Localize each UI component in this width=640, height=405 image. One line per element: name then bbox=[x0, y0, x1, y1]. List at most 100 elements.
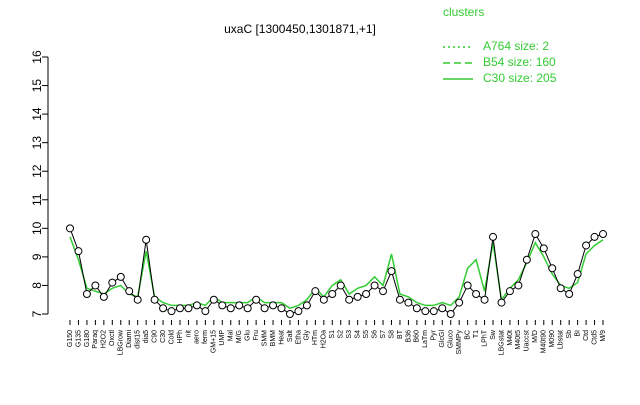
x-tick-label: GM+15 bbox=[211, 330, 218, 353]
x-tick-label: C90 bbox=[151, 330, 158, 343]
x-tick-label: S6 bbox=[371, 330, 378, 339]
y-tick-label: 15 bbox=[30, 79, 44, 93]
x-tick-label: B60 bbox=[414, 330, 421, 343]
x-tick-label: S5 bbox=[363, 330, 370, 339]
y-tick-label: 14 bbox=[30, 107, 44, 121]
x-tick-label: Diami bbox=[126, 330, 133, 348]
x-tick-label: Pyr bbox=[431, 329, 438, 340]
data-point bbox=[599, 230, 607, 239]
y-tick-label: 10 bbox=[30, 221, 44, 235]
data-point bbox=[489, 232, 498, 241]
y-tick-label: 16 bbox=[30, 50, 44, 64]
data-point bbox=[218, 301, 227, 310]
data-point bbox=[412, 304, 421, 313]
data-point bbox=[116, 272, 125, 281]
data-point bbox=[531, 230, 540, 239]
x-tick-label: Salt bbox=[287, 330, 294, 342]
legend-title: clusters bbox=[443, 5, 484, 19]
data-point bbox=[438, 304, 447, 313]
x-tick-label: UMP bbox=[219, 330, 226, 346]
data-point bbox=[269, 301, 278, 310]
x-tick-label: M40t5 bbox=[515, 330, 522, 350]
data-point bbox=[582, 241, 591, 250]
x-tick-label: HPh bbox=[177, 330, 184, 344]
x-tick-label: S4 bbox=[354, 330, 361, 339]
x-tick-label: dist15 bbox=[135, 330, 142, 349]
data-point bbox=[260, 304, 269, 313]
x-tick-label: G150 bbox=[67, 330, 74, 347]
data-point bbox=[370, 281, 379, 290]
x-tick-label: S1 bbox=[329, 330, 336, 339]
data-point bbox=[167, 307, 176, 316]
x-tick-label: Paraq bbox=[92, 330, 99, 349]
y-tick-label: 13 bbox=[30, 136, 44, 150]
x-tick-label: M/G bbox=[236, 330, 243, 343]
data-point bbox=[497, 298, 506, 307]
gene-line bbox=[69, 228, 604, 315]
y-tick-label: 11 bbox=[30, 193, 44, 206]
x-tick-label: Sb bbox=[566, 330, 573, 339]
x-tick-label: BC bbox=[464, 330, 471, 340]
data-point bbox=[311, 287, 320, 296]
x-tick-label: H2O2 bbox=[101, 330, 108, 348]
x-tick-label: LPhT bbox=[481, 329, 488, 346]
legend-label: B54 size: 160 bbox=[483, 55, 556, 69]
x-tick-label: S3 bbox=[346, 330, 353, 339]
data-point bbox=[99, 292, 108, 301]
x-tick-label: G180 bbox=[84, 330, 91, 347]
x-tick-label: aero bbox=[194, 330, 201, 344]
x-tick-label: ferm bbox=[202, 330, 209, 344]
data-point bbox=[539, 244, 548, 253]
data-point bbox=[252, 295, 261, 304]
data-point bbox=[336, 281, 345, 290]
data-point bbox=[345, 295, 354, 304]
x-tick-label: dia5 bbox=[143, 330, 150, 343]
data-point bbox=[294, 307, 303, 316]
data-point bbox=[404, 298, 413, 307]
data-point bbox=[142, 235, 151, 244]
x-tick-label: SMMPy bbox=[456, 330, 463, 355]
data-point bbox=[209, 295, 218, 304]
y-tick-label: 8 bbox=[30, 282, 44, 289]
data-point bbox=[235, 301, 244, 310]
x-tick-label: BMM bbox=[270, 330, 277, 347]
data-point bbox=[302, 301, 311, 310]
data-point bbox=[91, 281, 100, 290]
data-point bbox=[201, 307, 210, 316]
data-point bbox=[159, 304, 168, 313]
data-point bbox=[74, 247, 83, 256]
y-tick-label: 7 bbox=[30, 310, 44, 317]
data-point bbox=[133, 295, 142, 304]
chart-title: uxaC [1300450,1301871,+1] bbox=[224, 22, 376, 36]
x-tick-label: M40t bbox=[507, 330, 514, 346]
data-point bbox=[455, 298, 464, 307]
data-point bbox=[243, 304, 252, 313]
data-point bbox=[150, 295, 159, 304]
x-tick-label: nit bbox=[185, 330, 192, 337]
data-point bbox=[387, 267, 396, 276]
y-tick-label: 12 bbox=[30, 164, 44, 178]
data-point bbox=[226, 304, 235, 313]
data-point bbox=[556, 284, 565, 293]
x-tick-label: Uaccst bbox=[524, 330, 531, 351]
data-point bbox=[514, 281, 523, 290]
x-tick-label: Glu bbox=[245, 330, 252, 341]
x-tick-label: Lbstat bbox=[558, 330, 565, 349]
y-tick-label: 9 bbox=[30, 253, 44, 260]
x-tick-label: M090 bbox=[549, 330, 556, 348]
data-point bbox=[125, 287, 134, 296]
x-tick-label: Mal bbox=[228, 330, 235, 342]
x-tick-label: B36 bbox=[405, 330, 412, 343]
data-point bbox=[175, 304, 184, 313]
legend-label: A764 size: 2 bbox=[483, 39, 549, 53]
x-tick-label: M40t90 bbox=[541, 330, 548, 353]
data-point bbox=[480, 295, 489, 304]
data-point bbox=[108, 278, 117, 287]
data-point bbox=[277, 304, 286, 313]
data-point bbox=[395, 295, 404, 304]
data-point bbox=[472, 290, 481, 299]
data-point bbox=[446, 310, 455, 318]
data-point bbox=[505, 287, 514, 296]
data-point bbox=[285, 310, 294, 318]
data-point bbox=[421, 307, 430, 316]
